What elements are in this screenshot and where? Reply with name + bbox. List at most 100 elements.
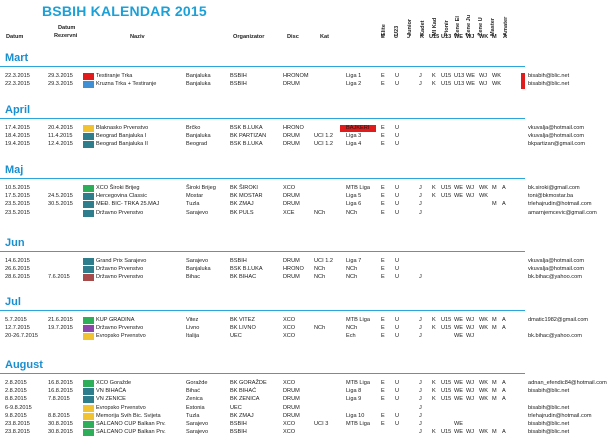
event-flag: U15	[441, 317, 452, 323]
event-place: Beograd	[186, 141, 208, 148]
event-date: 23.8.2015	[5, 421, 30, 427]
event-discipline: DRUM	[283, 412, 300, 419]
event-flag: E	[381, 380, 385, 386]
header-disc: Disc	[287, 34, 299, 40]
event-discipline: DRUM	[283, 274, 300, 281]
event-flag: WJ	[466, 388, 475, 395]
event-flag: J	[419, 333, 422, 340]
event-league: Liga 3	[346, 133, 362, 140]
event-flag: U15	[441, 396, 452, 403]
calendar-title: BSBIH KALENDAR 2015	[42, 3, 207, 19]
header-datum-rezervni-2: Rezervni	[54, 33, 78, 39]
event-flag: M	[492, 388, 497, 395]
event-flag: U	[395, 266, 400, 273]
event-flag: WJ	[466, 317, 475, 323]
event-flag: U	[395, 209, 400, 216]
event-flag: A	[502, 185, 506, 191]
event-flag: E	[381, 201, 385, 208]
event-organizer: BK ŠIROKI	[230, 185, 258, 191]
event-flag: U	[395, 125, 400, 131]
event-category: UCI 1.2	[314, 133, 333, 140]
event-flag: U15	[441, 325, 452, 332]
event-flag: M	[492, 380, 497, 386]
event-color-swatch	[83, 266, 94, 274]
event-reserve-date: 8.8.2015	[48, 412, 70, 419]
event-flag: WK	[492, 73, 502, 79]
event-date: 5.7.2015	[5, 317, 27, 323]
event-flag: E	[381, 388, 385, 395]
event-discipline: XCO	[283, 185, 296, 191]
event-flag: E	[381, 141, 385, 148]
event-flag: E	[381, 185, 385, 191]
event-place: Italija	[186, 333, 200, 340]
event-flag: E	[381, 412, 385, 419]
event-reserve-date: 12.4.2015	[48, 141, 73, 148]
event-flag: A	[502, 396, 506, 403]
event-place: Bihać	[186, 388, 200, 395]
event-color-swatch	[83, 125, 94, 132]
event-organizer: UEC	[230, 404, 242, 411]
event-flag: U	[395, 317, 400, 323]
event-flag: U	[395, 73, 400, 79]
event-flag: U15	[441, 185, 452, 191]
event-color-swatch	[83, 81, 94, 89]
event-flag: E	[381, 421, 385, 427]
event-place: Estonia	[186, 404, 205, 411]
event-flag: K	[432, 429, 436, 436]
event-flag: E	[381, 396, 385, 403]
event-discipline: DRUM	[283, 133, 300, 140]
month-heading: August	[5, 359, 43, 371]
event-name: Blaknasko Prvenstvo	[96, 125, 149, 131]
event-flag: WE	[454, 380, 464, 386]
event-flag: M	[492, 396, 497, 403]
event-name: Državno Prvenstvo	[96, 274, 144, 281]
event-league: Liga 4	[346, 141, 362, 148]
event-name: VN ZENICE	[96, 396, 126, 403]
event-flag: WK	[479, 193, 489, 200]
event-color-swatch	[83, 73, 94, 80]
event-reserve-date: 11.4.2015	[48, 133, 73, 140]
event-flag: J	[419, 209, 422, 216]
event-flag: U	[395, 274, 400, 281]
event-place: Tuzla	[186, 412, 200, 419]
event-organizer: BK VITEZ	[230, 317, 255, 323]
event-flag: J	[419, 185, 422, 191]
month-heading: Jun	[5, 237, 25, 249]
event-flag: U15	[441, 388, 452, 395]
event-discipline: DRUM	[283, 193, 300, 200]
event-email: vkuvalja@hotmail.com	[528, 133, 585, 140]
event-league: NCh	[346, 266, 358, 273]
event-color-swatch	[83, 193, 94, 201]
event-flag: J	[419, 73, 422, 79]
header-vertical-7: Žene Ju	[466, 14, 472, 36]
event-date: 28.6.2015	[5, 274, 30, 281]
event-name: Evropsko Prvenstvo	[96, 404, 146, 411]
event-email: vkuvalja@hotmail.com	[528, 125, 585, 131]
event-flag: M	[492, 185, 497, 191]
event-email: toni@bkmostar.ba	[528, 193, 574, 200]
event-flag: J	[419, 201, 422, 208]
event-place: Zenica	[186, 396, 203, 403]
event-flag: K	[432, 81, 436, 88]
event-reserve-date: 16.8.2015	[48, 380, 73, 386]
event-organizer: BK MOSTAR	[230, 193, 263, 200]
event-league: Liga 1	[346, 73, 362, 79]
event-flag: M	[492, 201, 497, 208]
event-league: NCh	[346, 325, 358, 332]
event-flag: U	[395, 380, 400, 386]
event-league: Liga 7	[346, 258, 362, 264]
event-league: Liga 6	[346, 201, 362, 208]
event-flag: J	[419, 404, 422, 411]
event-organizer: BSK B.LUKA	[230, 125, 263, 131]
event-place: Banjaluka	[186, 266, 211, 273]
event-name: SALCANO CUP Balkan Prv.	[96, 429, 166, 436]
event-flag: WE	[454, 396, 464, 403]
event-flag: J	[419, 412, 422, 419]
event-email: bisabih@blic.net	[528, 421, 570, 427]
event-date: 6-9.8.2015	[5, 404, 32, 411]
event-flag: U	[395, 388, 400, 395]
event-color-swatch	[83, 388, 94, 396]
event-place: Sarajevo	[186, 421, 209, 427]
event-name: XCO Široki Brijeg	[96, 185, 140, 191]
event-date: 23.8.2015	[5, 429, 30, 436]
